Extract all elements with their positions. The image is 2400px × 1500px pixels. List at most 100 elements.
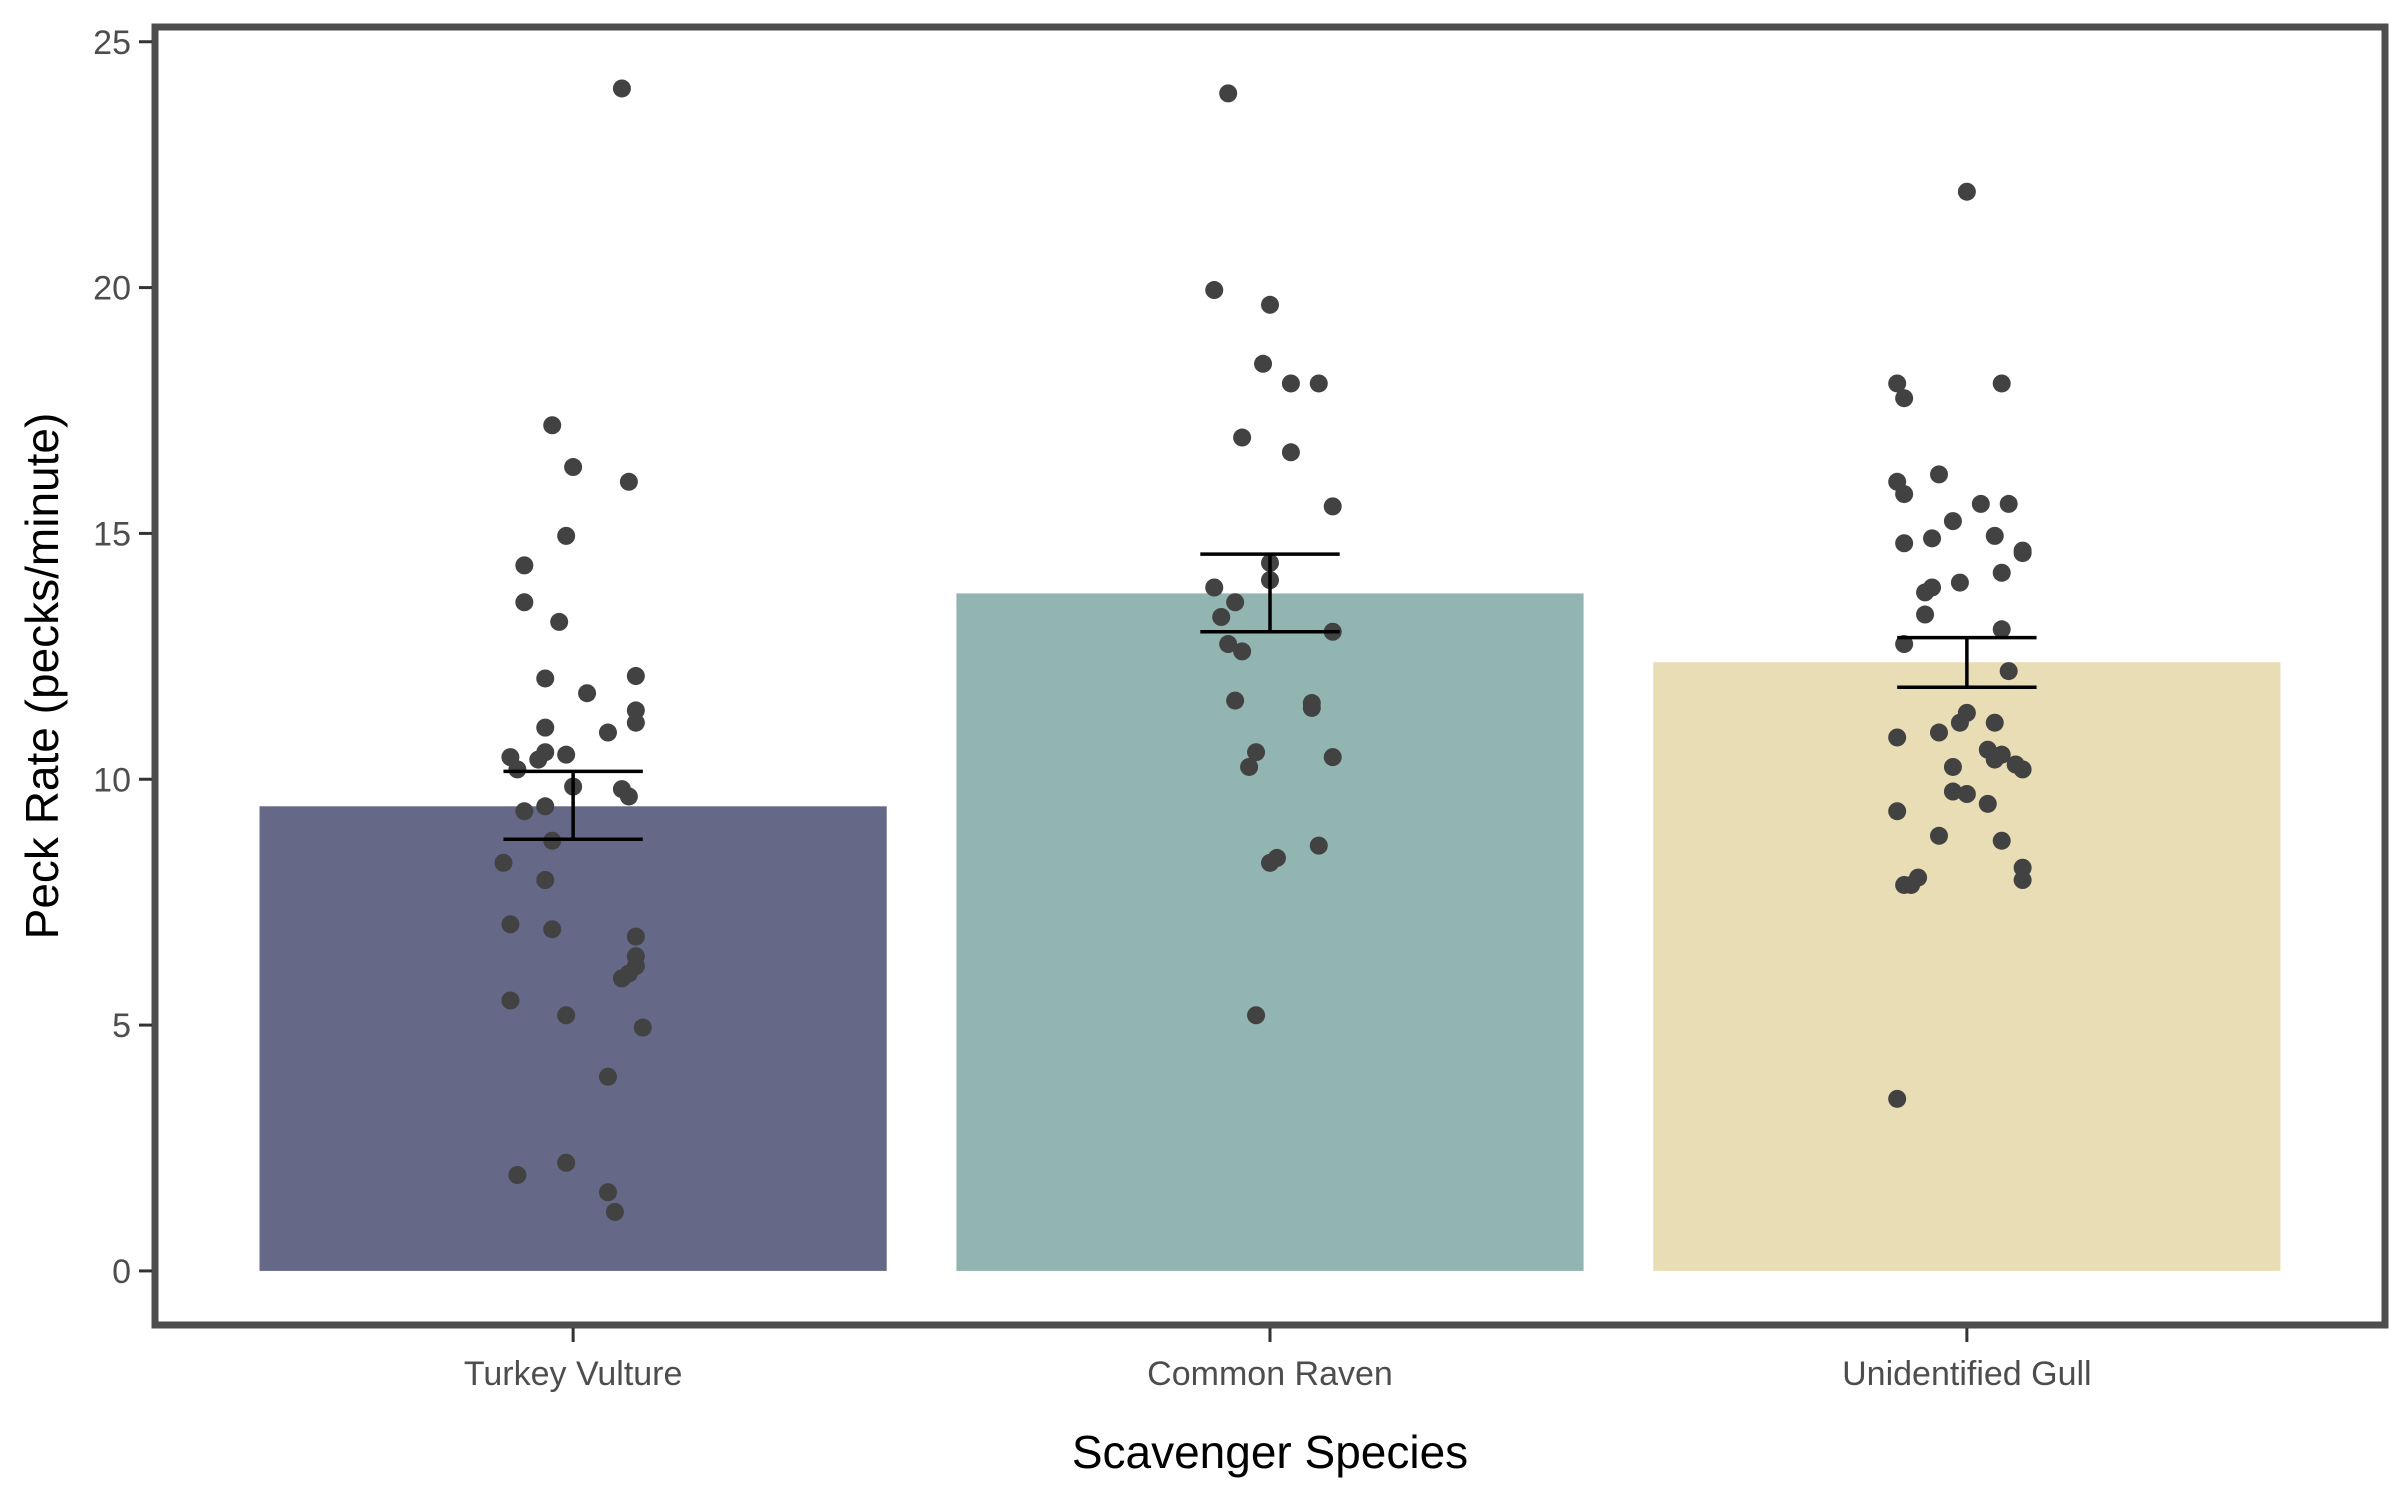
data-point-2-23 bbox=[1240, 757, 1259, 776]
data-point-1-13 bbox=[536, 718, 555, 737]
data-point-2-13 bbox=[1226, 593, 1245, 612]
data-point-1-36 bbox=[501, 991, 520, 1010]
data-point-3-26 bbox=[1985, 713, 2004, 732]
y-tick-label: 10 bbox=[93, 761, 131, 799]
data-point-2-20 bbox=[1302, 698, 1321, 717]
panel-border bbox=[151, 23, 2389, 1329]
data-point-1-20 bbox=[557, 745, 576, 764]
data-point-3-12 bbox=[1923, 529, 1942, 548]
data-point-1-42 bbox=[598, 1183, 617, 1202]
y-tick-label: 5 bbox=[112, 1007, 131, 1045]
data-point-1-8 bbox=[550, 612, 569, 631]
data-point-2-24 bbox=[1309, 836, 1328, 855]
data-point-3-44 bbox=[1902, 875, 1921, 894]
data-point-1-4 bbox=[619, 472, 638, 491]
data-point-1-40 bbox=[508, 1166, 527, 1185]
data-point-1-39 bbox=[598, 1067, 617, 1086]
data-point-3-15 bbox=[2013, 541, 2032, 560]
data-point-1-1 bbox=[612, 79, 631, 98]
data-point-1-24 bbox=[515, 802, 534, 821]
x-tick-label: Unidentified Gull bbox=[1842, 1355, 2091, 1393]
data-point-3-11 bbox=[1895, 534, 1914, 553]
data-point-3-16 bbox=[1992, 563, 2011, 582]
data-point-1-25 bbox=[536, 797, 555, 816]
data-point-1-17 bbox=[508, 760, 527, 779]
data-point-2-21 bbox=[1247, 743, 1266, 762]
data-point-3-2 bbox=[1888, 374, 1907, 393]
error-bar-1 bbox=[503, 769, 643, 841]
data-point-1-28 bbox=[536, 871, 555, 890]
y-tick-label: 15 bbox=[93, 515, 131, 553]
bars-layer bbox=[259, 593, 2281, 1271]
data-point-2-17 bbox=[1233, 642, 1252, 661]
data-point-2-3 bbox=[1261, 295, 1279, 314]
data-point-2-6 bbox=[1309, 374, 1328, 393]
data-point-3-4 bbox=[1895, 389, 1914, 408]
error-bar-3 bbox=[1897, 635, 2037, 690]
data-point-1-6 bbox=[557, 526, 576, 545]
data-point-1-15 bbox=[626, 713, 645, 732]
data-point-1-9 bbox=[536, 669, 555, 688]
x-axis-title: Scavenger Species bbox=[1072, 1426, 1468, 1478]
data-point-3-20 bbox=[1916, 605, 1935, 624]
data-point-3-25 bbox=[1950, 713, 1969, 732]
data-point-3-37 bbox=[1978, 794, 1997, 813]
data-point-3-5 bbox=[1930, 465, 1948, 484]
data-point-3-31 bbox=[1985, 750, 2004, 769]
data-point-3-39 bbox=[1930, 826, 1948, 845]
data-point-3-22 bbox=[1895, 635, 1914, 654]
data-point-2-5 bbox=[1281, 374, 1300, 393]
data-point-1-27 bbox=[494, 853, 513, 872]
y-tick-label: 0 bbox=[112, 1253, 131, 1291]
data-point-2-9 bbox=[1323, 497, 1342, 516]
data-point-1-41 bbox=[557, 1153, 576, 1172]
data-point-3-36 bbox=[1957, 785, 1976, 803]
data-point-2-1 bbox=[1219, 84, 1238, 103]
y-tick-label: 25 bbox=[93, 24, 131, 62]
data-point-1-38 bbox=[633, 1018, 652, 1037]
x-tick-label: Common Raven bbox=[1147, 1355, 1393, 1393]
data-point-2-7 bbox=[1233, 428, 1252, 447]
y-axis-title: Peck Rate (pecks/minute) bbox=[16, 413, 68, 940]
data-point-3-35 bbox=[1943, 782, 1962, 801]
data-point-3-7 bbox=[1895, 485, 1914, 504]
data-point-1-43 bbox=[605, 1202, 624, 1221]
data-point-2-27 bbox=[1247, 1006, 1266, 1025]
data-point-2-16 bbox=[1219, 635, 1238, 654]
data-point-2-18 bbox=[1226, 691, 1245, 710]
errorbar-layer bbox=[503, 552, 2037, 841]
bar-3 bbox=[1653, 662, 2281, 1271]
data-point-3-27 bbox=[1930, 723, 1948, 742]
data-point-1-35 bbox=[612, 969, 631, 988]
data-point-3-21 bbox=[1992, 620, 2011, 639]
data-point-3-46 bbox=[1888, 1089, 1907, 1108]
data-point-3-3 bbox=[1992, 374, 2011, 393]
points-layer bbox=[494, 79, 2032, 1221]
data-point-3-28 bbox=[1888, 728, 1907, 747]
data-point-3-10 bbox=[1943, 512, 1962, 531]
data-point-1-14 bbox=[598, 723, 617, 742]
data-point-2-12 bbox=[1205, 578, 1224, 597]
bar-2 bbox=[956, 593, 1584, 1271]
error-bar-2 bbox=[1200, 552, 1340, 634]
data-point-1-7 bbox=[515, 593, 534, 612]
data-point-3-13 bbox=[1985, 526, 2004, 545]
data-point-1-19 bbox=[536, 743, 555, 762]
data-point-2-2 bbox=[1205, 281, 1224, 300]
x-tick-label: Turkey Vulture bbox=[464, 1355, 683, 1393]
data-point-2-22 bbox=[1323, 748, 1342, 767]
bar-1 bbox=[259, 806, 887, 1271]
data-point-1-10 bbox=[578, 684, 597, 703]
data-point-3-18 bbox=[1916, 583, 1935, 602]
x-axis: Turkey Vulture Common Raven Unidentified G… bbox=[464, 1328, 2092, 1393]
y-axis: 0 5 10 15 20 25 bbox=[93, 24, 152, 1291]
data-point-3-1 bbox=[1957, 182, 1976, 201]
data-point-3-40 bbox=[1992, 831, 2011, 850]
data-point-1-2 bbox=[543, 416, 562, 435]
data-point-1-3 bbox=[564, 458, 583, 477]
data-point-3-34 bbox=[1943, 757, 1962, 776]
data-point-1-30 bbox=[543, 920, 562, 939]
data-point-1-23 bbox=[619, 787, 638, 806]
